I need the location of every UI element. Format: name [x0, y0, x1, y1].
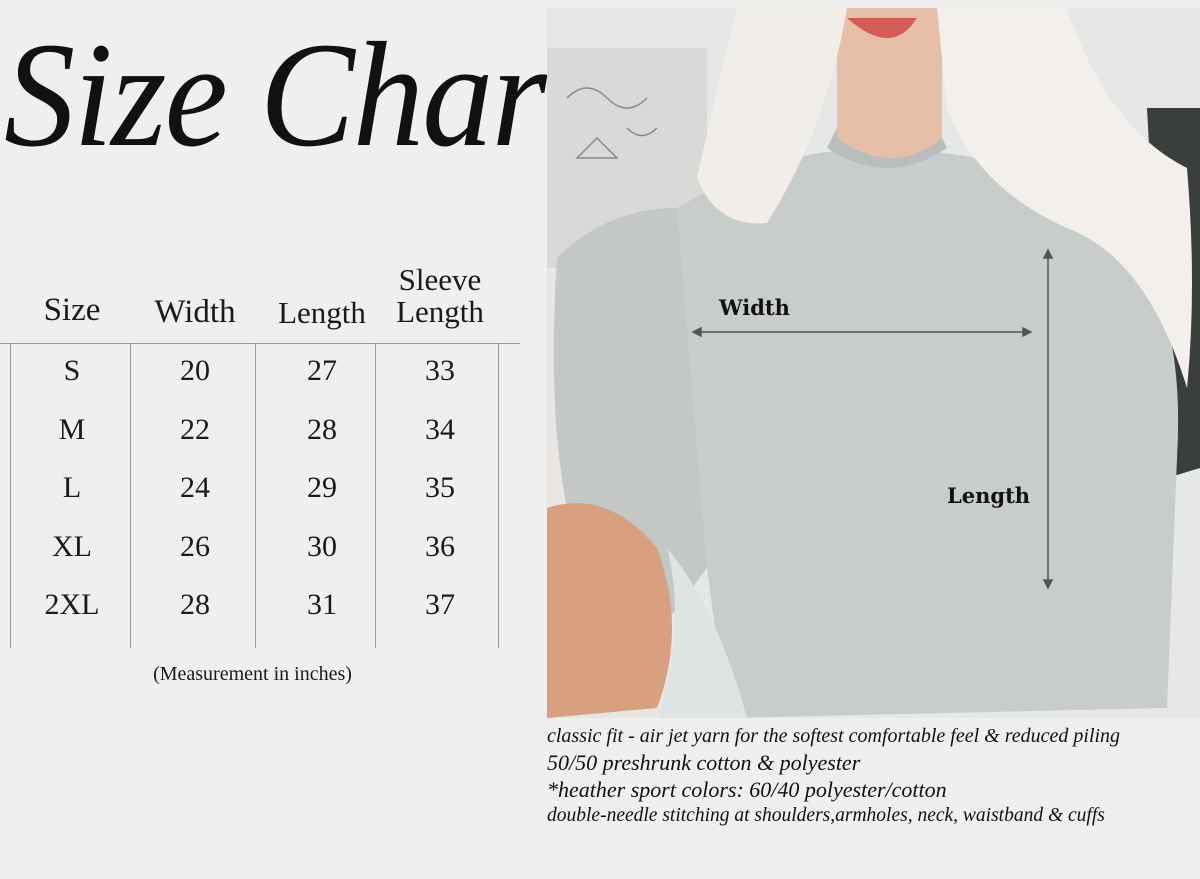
header-sleeve-length: Sleeve Length — [380, 264, 500, 328]
measurement-cell: 27 — [307, 354, 337, 387]
header-divider — [0, 343, 520, 344]
header-width: Width — [154, 294, 236, 330]
knee-skin — [547, 503, 672, 718]
header-word: Sleeve — [398, 262, 482, 297]
description-line: 50/50 preshrunk cotton & polyester — [547, 750, 861, 775]
measurement-cell: 30 — [307, 529, 337, 563]
measurement-note: (Measurement in inches) — [153, 663, 352, 685]
size-cell: M — [58, 412, 86, 446]
column-divider — [375, 343, 376, 648]
size-cell: S — [63, 354, 81, 387]
width-arrow-icon — [691, 326, 1033, 338]
measurement-cell: 20 — [180, 354, 210, 387]
length-label: Length — [947, 483, 1031, 508]
measurement-cell: 24 — [180, 471, 210, 504]
header-word: Length — [396, 294, 484, 329]
size-cell: L — [62, 471, 82, 504]
measurement-cell: 33 — [425, 354, 455, 387]
measurement-cell: 31 — [307, 588, 337, 621]
hair-right — [937, 8, 1192, 388]
description-line: double-needle stitching at shoulders,arm… — [547, 805, 1105, 826]
description-line: *heather sport colors: 60/40 polyester/c… — [547, 777, 947, 802]
column-divider — [255, 343, 256, 648]
measurement-cell: 37 — [425, 588, 455, 621]
hair-left — [697, 8, 847, 224]
size-cell: 2XL — [44, 588, 100, 621]
size-cell: XL — [52, 529, 92, 563]
measurement-cell: 28 — [307, 412, 337, 446]
description-line: classic fit - air jet yarn for the softe… — [547, 725, 1121, 747]
measurement-cell: 28 — [180, 588, 210, 621]
size-chart-title: Size Chart — [4, 12, 585, 178]
model-photo — [547, 8, 1200, 718]
column-divider — [10, 343, 11, 648]
measurement-cell: 26 — [180, 529, 210, 563]
column-divider — [498, 343, 499, 648]
measurement-cell: 35 — [425, 471, 455, 504]
header-length: Length — [278, 295, 366, 330]
width-label: Width — [719, 295, 790, 320]
length-arrow-icon — [1042, 248, 1054, 590]
measurement-cell: 22 — [180, 412, 210, 446]
column-divider — [130, 343, 131, 648]
neck-skin — [837, 8, 942, 158]
measurement-cell: 29 — [307, 471, 337, 504]
header-size: Size — [43, 292, 101, 328]
measurement-cell: 36 — [425, 529, 455, 563]
sweatshirt — [587, 150, 1179, 718]
measurement-cell: 34 — [425, 412, 455, 446]
